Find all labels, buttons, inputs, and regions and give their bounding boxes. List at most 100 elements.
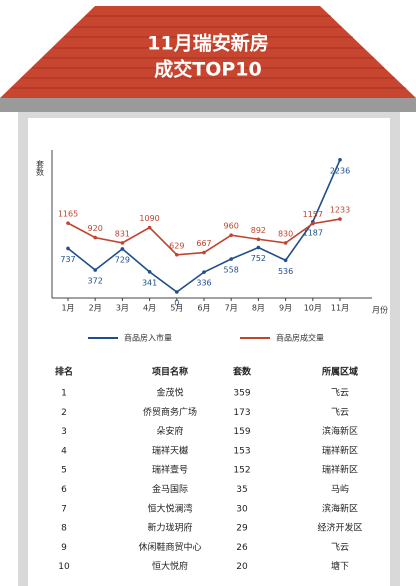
table-cell: 滨海新区 [322,502,358,514]
value-label: 2236 [330,166,350,175]
point [175,290,179,294]
table-cell: 153 [233,446,250,456]
value-label: 960 [224,222,239,231]
table-cell: 塘下 [331,560,349,572]
point [338,157,342,162]
point [93,268,97,272]
table-cell: 20 [236,562,248,572]
house-inner [28,118,390,586]
table-cell: 7 [61,504,67,514]
title-line: 成交TOP10 [154,58,261,81]
table-cell: 侨贸商务广场 [143,406,197,418]
table-header: 项目名称 [152,366,188,378]
table-cell: 休闲鞋商贸中心 [138,541,201,553]
table-cell: 金马国际 [152,483,188,495]
point [338,217,342,221]
x-axis-label: 月份 [372,305,388,315]
value-label: 341 [142,278,157,287]
table-cell: 30 [236,504,248,514]
table-cell: 滨海新区 [322,425,358,437]
table-header: 排名 [55,366,73,378]
table-cell: 3 [61,427,67,437]
point [202,250,206,255]
table-cell: 瑞祥壹号 [152,464,188,476]
table-cell: 瑞祥新区 [322,464,358,476]
table-cell: 8 [61,524,67,534]
table-cell: 新力珑玥府 [147,522,192,534]
value-label: 536 [278,267,293,276]
value-label: 667 [196,239,211,248]
table-cell: 恒大悦澜湾 [147,502,192,514]
point [229,257,233,261]
value-label: 752 [251,254,266,263]
value-label: 1090 [139,214,159,223]
table-cell: 6 [61,485,67,495]
legend-label: 商品房入市量 [124,333,172,343]
table-cell: 9 [61,543,67,553]
table-cell: 飞云 [331,542,349,553]
value-label: 0 [174,299,179,308]
value-label: 1157 [303,210,323,219]
point [283,258,288,263]
value-label: 729 [115,255,130,264]
point [147,225,152,230]
table-cell: 35 [236,485,247,495]
table-header: 所属区域 [322,366,358,378]
value-label: 1165 [58,210,78,219]
table-cell: 瑞祥新区 [322,444,358,456]
x-tick-label: 6月 [197,304,210,313]
table-cell: 359 [233,389,250,399]
title-line: 11月瑞安新房 [147,32,268,55]
x-tick-label: 3月 [116,304,129,313]
table-cell: 1 [61,389,67,399]
table-cell: 恒大悦府 [152,560,188,572]
point [66,246,70,251]
x-tick-label: 8月 [252,304,265,313]
point [147,270,152,274]
value-label: 336 [196,279,211,288]
x-tick-label: 1月 [61,304,74,313]
roof-tiles [11,15,406,89]
table-cell: 4 [61,446,67,456]
table-cell: 金茂悦 [156,387,183,399]
point [66,221,70,225]
point [120,247,125,251]
point [256,237,261,242]
table-cell: 29 [236,524,248,534]
table-cell: 朵安府 [156,425,183,437]
value-label: 830 [278,229,293,238]
value-label: 1233 [330,206,350,215]
table-cell: 经济开发区 [317,522,362,534]
point [202,270,206,274]
table-cell: 马屿 [331,484,349,495]
point [256,245,261,250]
table-cell: 5 [61,466,67,476]
value-label: 831 [115,229,130,238]
table-cell: 2 [61,408,67,418]
table-cell: 10 [58,562,70,572]
point [175,253,179,257]
value-label: 372 [88,277,103,286]
x-tick-label: 4月 [143,304,156,313]
value-label: 1187 [303,228,323,237]
x-tick-label: 2月 [89,304,102,313]
point [229,233,233,238]
point [120,241,125,245]
eave [0,98,416,112]
table-cell: 飞云 [331,388,349,399]
table-cell: 瑞祥天樾 [152,444,188,456]
value-label: 920 [88,224,103,233]
y-axis-label: 套数 [36,159,45,177]
roof [0,6,416,98]
x-tick-label: 11月 [331,304,349,313]
x-tick-label: 9月 [279,304,292,313]
x-tick-label: 7月 [225,304,238,313]
table-cell: 152 [233,466,250,476]
value-label: 737 [60,255,75,264]
table-cell: 26 [236,543,248,553]
table-header: 套数 [233,366,252,378]
value-label: 892 [251,226,266,235]
value-label: 558 [224,266,239,275]
table-cell: 飞云 [331,407,349,418]
